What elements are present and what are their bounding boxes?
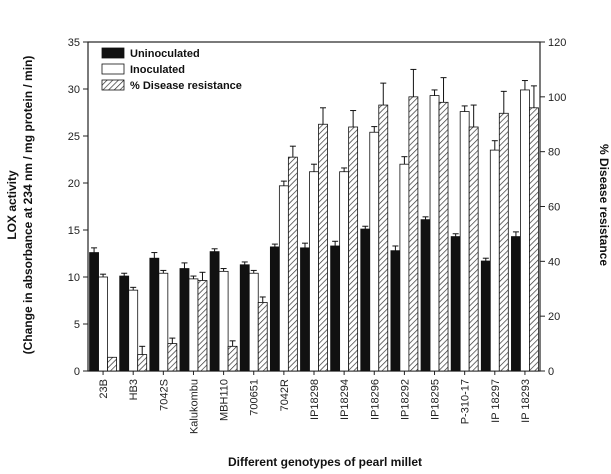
bars (89, 89, 539, 372)
legend: Uninoculated Inoculated % Disease resistan… (101, 47, 242, 92)
bar-uninoculated (239, 264, 250, 372)
x-tick-label: IP 18293 (520, 379, 532, 423)
x-tick-label: IP18292 (399, 379, 411, 420)
bar-inoculated (158, 272, 169, 372)
axes: 0 5 10 15 20 25 30 35 0 20 40 60 80 100 120 23B HB3 7042S… (68, 37, 567, 434)
bar-inoculated (128, 289, 139, 372)
x-tick-label: MBH110 (219, 379, 231, 421)
bar-disease-resistance (468, 126, 479, 372)
x-axis-title: Different genotypes of pearl millet (228, 455, 422, 469)
x-tick-label: 700651 (249, 379, 261, 416)
x-tick-label: IP18296 (369, 379, 381, 420)
legend-swatch (101, 63, 125, 75)
bar-uninoculated (179, 268, 190, 372)
x-tick-label: IP 18297 (490, 379, 502, 423)
bar-inoculated (98, 276, 108, 372)
bar-uninoculated (390, 250, 401, 372)
bar-uninoculated (149, 257, 160, 372)
x-tick-label: 7042S (158, 379, 170, 411)
bar-uninoculated (119, 275, 130, 372)
y-tick-label: 20 (68, 178, 80, 190)
bar-inoculated (429, 95, 440, 372)
bar-inoculated (278, 185, 289, 372)
y2-tick-label: 0 (548, 366, 554, 378)
y2-tick-label: 20 (548, 311, 560, 323)
y-tick-label: 5 (74, 319, 80, 331)
bar-inoculated (369, 131, 380, 372)
x-tick-label: HB3 (128, 379, 140, 400)
error-bars (91, 68, 537, 355)
bar-inoculated (248, 272, 259, 372)
bar-disease-resistance (107, 356, 117, 372)
y2-tick-label: 100 (548, 92, 566, 104)
bar-disease-resistance (227, 345, 238, 372)
y-axis-title: LOX activity (5, 170, 19, 240)
x-tick-label: IP18295 (430, 379, 442, 420)
y-tick-label: 25 (68, 131, 80, 143)
bar-inoculated (309, 171, 319, 372)
bar-disease-resistance (408, 96, 419, 372)
x-tick-label: 23B (98, 379, 110, 399)
bar-inoculated (459, 111, 470, 372)
x-tick-label: 7042R (279, 379, 291, 411)
bar-uninoculated (420, 219, 431, 372)
legend-label: Uninoculated (130, 48, 200, 60)
y-tick-label: 0 (74, 366, 80, 378)
bar-uninoculated (269, 246, 280, 372)
bar-uninoculated (480, 260, 491, 372)
bar-inoculated (218, 270, 229, 372)
y2-tick-label: 80 (548, 147, 560, 159)
bar-inoculated (520, 89, 530, 372)
bar-inoculated (489, 149, 500, 372)
bar-disease-resistance (287, 156, 298, 372)
bar-disease-resistance (498, 112, 509, 372)
y-tick-label: 30 (68, 84, 80, 96)
bar-disease-resistance (137, 354, 148, 372)
y-tick-label: 15 (68, 225, 80, 237)
bar-uninoculated (360, 228, 371, 372)
x-tick-label: IP18294 (339, 379, 351, 420)
bar-disease-resistance (378, 104, 389, 372)
bar-uninoculated (209, 251, 220, 372)
bar-uninoculated (511, 236, 521, 372)
bar-inoculated (339, 171, 350, 372)
bar-disease-resistance (197, 280, 208, 372)
y2-tick-label: 60 (548, 202, 560, 214)
legend-label: % Disease resistance (130, 80, 242, 92)
y-tick-label: 10 (68, 272, 80, 284)
y-tick-label: 35 (68, 37, 80, 49)
x-tick-label: P-310-17 (460, 379, 472, 424)
bar-uninoculated (450, 236, 461, 372)
bar-disease-resistance (529, 107, 539, 372)
bar-disease-resistance (438, 101, 449, 372)
bar-uninoculated (330, 245, 341, 372)
bar-uninoculated (300, 247, 310, 372)
bar-disease-resistance (167, 343, 178, 372)
legend-swatch (101, 47, 125, 59)
x-tick-label: IP18298 (309, 379, 321, 420)
y2-axis-title: % Disease resistance (597, 144, 611, 266)
bar-inoculated (188, 278, 199, 372)
x-tick-label: Kalukombu (188, 379, 200, 434)
legend-label: Inoculated (130, 64, 185, 76)
legend-swatch (101, 79, 125, 91)
bar-inoculated (399, 163, 410, 372)
bar-uninoculated (89, 252, 99, 372)
bar-disease-resistance (348, 126, 359, 372)
bar-disease-resistance (318, 123, 328, 372)
y2-tick-label: 40 (548, 256, 560, 268)
bar-disease-resistance (257, 302, 268, 372)
y2-tick-label: 120 (548, 37, 566, 49)
y-axis-subtitle: (Change in absorbance at 234 nm / mg pro… (21, 56, 35, 355)
